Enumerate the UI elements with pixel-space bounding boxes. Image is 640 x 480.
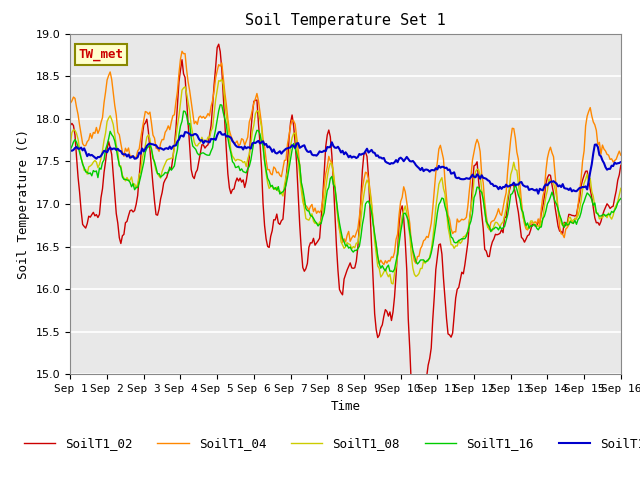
Legend: SoilT1_02, SoilT1_04, SoilT1_08, SoilT1_16, SoilT1_32: SoilT1_02, SoilT1_04, SoilT1_08, SoilT1_… [19,432,640,455]
SoilT1_02 [617,162,625,168]
SoilT1_32 [400,158,408,164]
SoilT1_02 [553,214,561,219]
SoilT1_16 [617,196,625,202]
SoilT1_16 [401,210,409,216]
SoilT1_32 [617,159,625,165]
SoilT1_02 [67,122,74,128]
Y-axis label: Soil Temperature (C): Soil Temperature (C) [17,129,30,279]
Line: SoilT1_04: SoilT1_04 [70,51,621,264]
SoilT1_08 [381,266,389,272]
SoilT1_04 [617,152,625,158]
Line: SoilT1_08: SoilT1_08 [70,79,621,284]
SoilT1_32 [216,129,224,135]
SoilT1_08 [413,273,421,278]
SoilT1_16 [67,146,74,152]
SoilT1_08 [67,141,74,147]
Text: TW_met: TW_met [79,48,124,61]
SoilT1_32 [381,159,389,165]
X-axis label: Time: Time [331,400,360,413]
SoilT1_16 [216,102,224,108]
SoilT1_02 [412,408,420,414]
SoilT1_04 [553,189,561,194]
SoilT1_16 [169,165,177,171]
SoilT1_02 [82,225,90,231]
SoilT1_04 [82,143,90,148]
Line: SoilT1_32: SoilT1_32 [70,132,621,194]
SoilT1_08 [617,185,625,191]
SoilT1_08 [553,194,561,200]
SoilT1_02 [413,406,421,411]
SoilT1_32 [534,191,542,197]
SoilT1_16 [82,169,90,175]
SoilT1_32 [67,147,74,153]
SoilT1_02 [381,307,389,312]
SoilT1_16 [389,269,397,275]
SoilT1_02 [169,155,177,161]
SoilT1_04 [401,189,409,194]
SoilT1_04 [380,262,388,267]
SoilT1_08 [169,155,177,161]
SoilT1_04 [67,100,74,106]
SoilT1_02 [400,215,408,221]
SoilT1_02 [215,41,223,47]
SoilT1_16 [413,261,421,267]
SoilT1_16 [553,202,561,207]
Line: SoilT1_16: SoilT1_16 [70,105,621,272]
SoilT1_08 [218,76,226,82]
SoilT1_32 [169,144,177,149]
SoilT1_08 [401,203,409,209]
SoilT1_08 [389,281,397,287]
SoilT1_04 [169,113,177,119]
SoilT1_04 [383,260,390,266]
SoilT1_32 [553,181,561,187]
SoilT1_04 [178,48,186,54]
SoilT1_08 [82,167,90,172]
Line: SoilT1_02: SoilT1_02 [70,44,621,411]
SoilT1_32 [412,162,420,168]
Title: Soil Temperature Set 1: Soil Temperature Set 1 [245,13,446,28]
SoilT1_32 [82,149,90,155]
SoilT1_16 [381,268,389,274]
SoilT1_04 [413,253,421,259]
